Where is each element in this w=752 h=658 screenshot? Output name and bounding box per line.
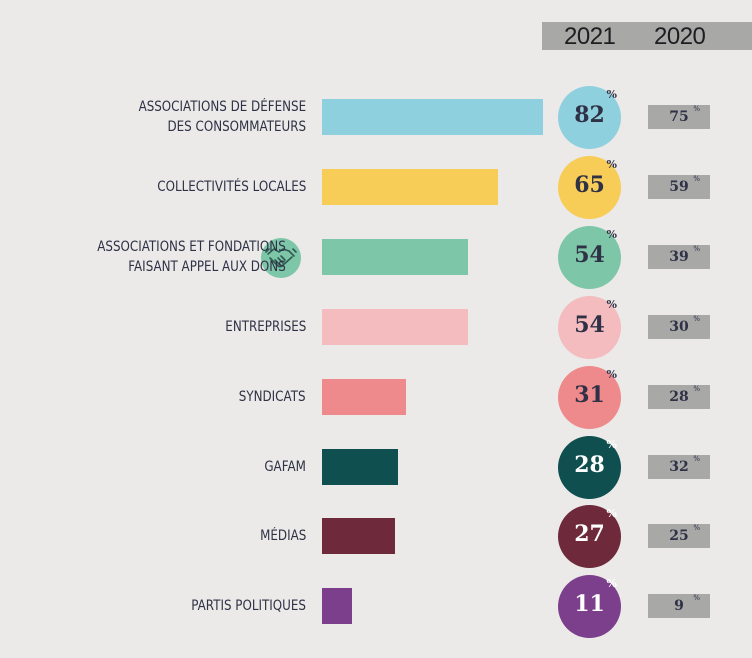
percent-sign: % — [693, 314, 700, 323]
bar-2021 — [322, 168, 498, 205]
value-2020: 30 — [669, 318, 689, 335]
bar-2021 — [322, 308, 468, 345]
value-circle-2021: 82% — [558, 86, 621, 149]
percent-sign: % — [693, 244, 700, 253]
value-box-2020: 30% — [648, 314, 710, 339]
value-2021: 31 — [574, 381, 605, 408]
category-label: MÉDIAS — [259, 528, 306, 545]
value-2020: 75 — [669, 109, 689, 125]
percent-sign: % — [606, 437, 617, 451]
value-box-2020: 59% — [648, 174, 710, 199]
category-label: COLLECTIVITÉS LOCALES — [156, 178, 306, 195]
category-label: GAFAM — [264, 458, 306, 475]
percent-sign: % — [606, 297, 617, 311]
percent-sign: % — [693, 524, 700, 533]
value-2020: 39 — [669, 248, 689, 265]
value-circle-2021: 54% — [558, 225, 621, 289]
value-box-2020: 9% — [648, 594, 710, 619]
value-2020: 9 — [674, 598, 684, 615]
value-circle-2021: 11% — [558, 575, 621, 639]
value-2020: 32 — [669, 458, 689, 475]
category-label: SYNDICATS — [239, 388, 306, 405]
percent-sign: % — [693, 174, 700, 183]
category-label: ASSOCIATIONS ET FONDATIONS FAISANT APPEL … — [97, 238, 286, 275]
value-2021: 28 — [574, 451, 605, 478]
year-header: 2021 2020 — [542, 22, 752, 50]
bar-2021 — [322, 448, 398, 485]
value-2021: 27 — [574, 521, 605, 548]
value-2021: 65 — [574, 171, 605, 198]
value-2021: 54 — [574, 241, 605, 268]
bar-2021 — [322, 238, 468, 275]
bar-2021 — [322, 588, 352, 625]
bar-2021 — [322, 378, 406, 415]
value-box-2020: 39% — [648, 244, 710, 269]
value-2021: 82 — [574, 102, 605, 128]
percent-sign: % — [606, 157, 617, 171]
value-circle-2021: 28% — [558, 435, 621, 499]
header-2020: 2020 — [654, 23, 706, 50]
category-label: PARTIS POLITIQUES — [191, 598, 306, 615]
handshake-icon — [261, 238, 301, 278]
value-2021: 54 — [574, 311, 605, 338]
value-circle-2021: 27% — [558, 505, 621, 569]
bar-2021 — [322, 518, 395, 555]
value-box-2020: 28% — [648, 384, 710, 409]
percent-sign: % — [693, 594, 700, 603]
header-2021: 2021 — [564, 23, 616, 50]
value-circle-2021: 31% — [558, 365, 621, 429]
value-2020: 59 — [669, 178, 689, 195]
category-label: ENTREPRISES — [224, 318, 306, 335]
value-2020: 25 — [669, 528, 689, 545]
value-circle-2021: 65% — [558, 155, 621, 219]
value-circle-2021: 54% — [558, 295, 621, 359]
percent-sign: % — [693, 105, 700, 113]
bar-2021 — [322, 99, 544, 135]
value-box-2020: 32% — [648, 454, 710, 479]
percent-sign: % — [693, 384, 700, 393]
value-box-2020: 75% — [648, 105, 710, 129]
percent-sign: % — [606, 227, 617, 241]
value-2021: 11 — [574, 591, 605, 618]
percent-sign: % — [606, 88, 617, 101]
value-2020: 28 — [669, 388, 689, 405]
percent-sign: % — [606, 507, 617, 521]
value-box-2020: 25% — [648, 524, 710, 549]
category-label: ASSOCIATIONS DE DÉFENSE DES CONSOMMATEURS — [138, 99, 306, 135]
percent-sign: % — [606, 577, 617, 591]
percent-sign: % — [693, 454, 700, 463]
percent-sign: % — [606, 367, 617, 381]
